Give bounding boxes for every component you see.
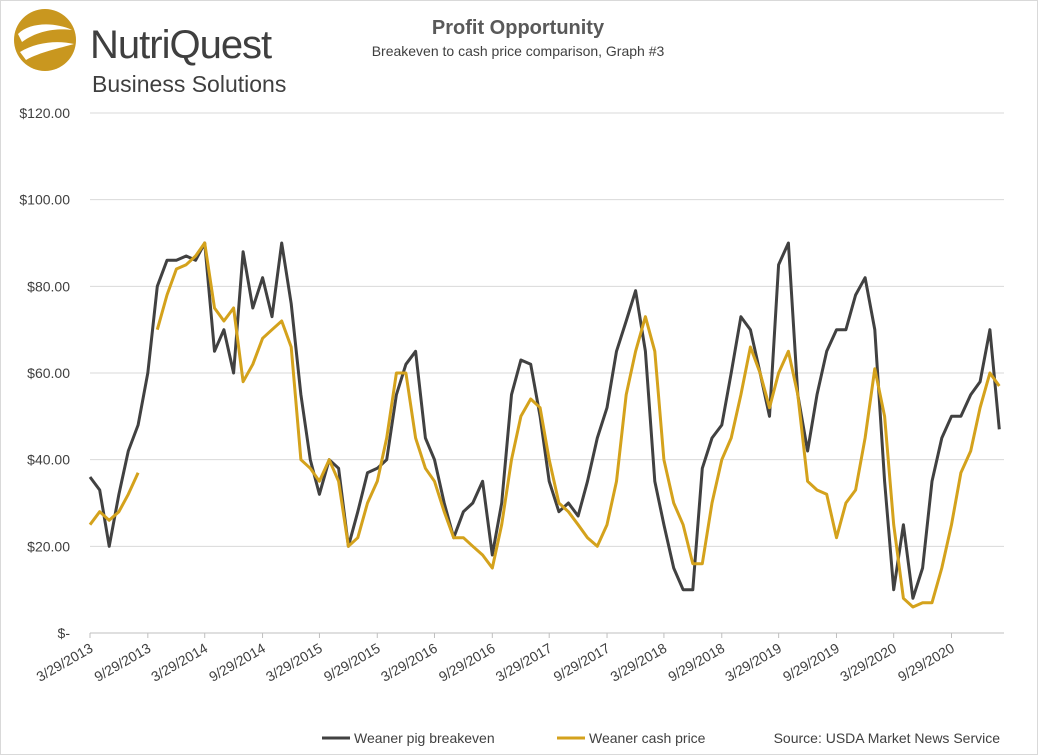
y-tick-label: $80.00 [27, 278, 70, 294]
legend-label: Weaner cash price [589, 730, 706, 746]
y-tick-label: $100.00 [19, 192, 70, 208]
chart-subtitle: Breakeven to cash price comparison, Grap… [372, 43, 665, 59]
logo-tagline: Business Solutions [92, 71, 286, 97]
source-note: Source: USDA Market News Service [774, 730, 1001, 746]
y-tick-label: $20.00 [27, 538, 70, 554]
logo-name: NutriQuest [90, 23, 272, 67]
series-line [88, 241, 1001, 609]
series-line [88, 241, 1001, 600]
y-tick-label: $40.00 [27, 452, 70, 468]
legend-label: Weaner pig breakeven [354, 730, 495, 746]
logo-swoosh [18, 24, 72, 42]
chart-title: Profit Opportunity [432, 17, 605, 39]
logo: NutriQuest Business Solutions [14, 9, 286, 97]
y-tick-label: $60.00 [27, 365, 70, 381]
y-tick-label: $120.00 [19, 105, 70, 121]
logo-swoosh [20, 42, 74, 60]
y-tick-label: $- [58, 625, 71, 641]
